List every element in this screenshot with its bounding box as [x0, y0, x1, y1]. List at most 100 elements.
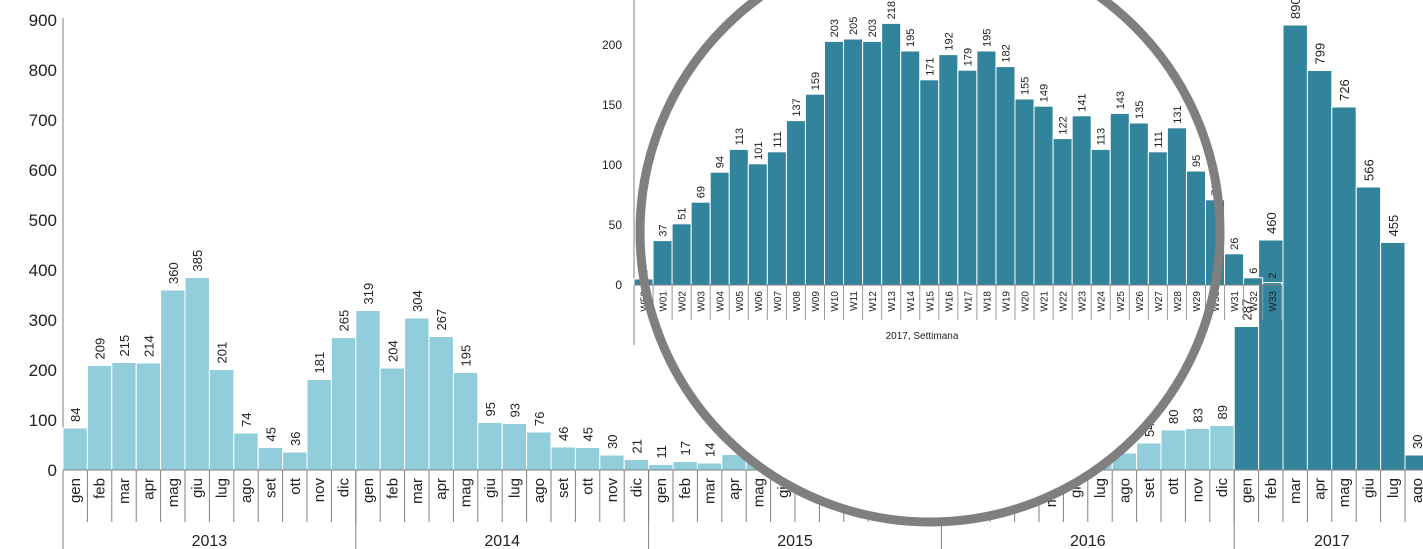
bar [1282, 24, 1308, 471]
inset-week-label: W13 [887, 291, 898, 312]
bar [574, 447, 601, 471]
bar [1306, 70, 1333, 471]
month-tick-label: mar [409, 478, 426, 504]
bar [1331, 106, 1357, 471]
inset-bar [709, 171, 730, 286]
data-label: 455 [1386, 215, 1401, 237]
bar [648, 464, 674, 471]
data-label: 46 [556, 427, 571, 441]
month-tick-label: giu [482, 478, 499, 498]
inset-data-label: 182 [1000, 44, 1012, 62]
inset-bar [824, 40, 845, 286]
month-tick-label: nov [311, 478, 328, 503]
data-label: 460 [1264, 212, 1279, 234]
month-tick-label: ago [238, 478, 255, 503]
inset-bar [1109, 112, 1130, 286]
inset-week-label: W14 [906, 291, 917, 312]
bar [330, 337, 357, 471]
bar [526, 431, 552, 471]
month-tick-label: set [262, 477, 279, 498]
inset-week-label: W15 [925, 291, 936, 312]
inset-week-label: W11 [849, 291, 860, 311]
month-tick-label: feb [677, 478, 694, 499]
inset-y-tick-label: 200 [602, 38, 622, 52]
inset-week-label: W01 [659, 291, 670, 312]
month-tick-label: dic [628, 478, 645, 498]
month-tick-label: feb [384, 478, 401, 499]
data-label: 566 [1361, 159, 1376, 181]
data-label: 181 [312, 352, 327, 374]
inset-data-label: 218 [886, 1, 898, 19]
inset-data-label: 122 [1058, 116, 1070, 134]
inset-week-label: W06 [754, 291, 765, 312]
data-label: 45 [263, 427, 278, 441]
month-tick-label: ott [287, 477, 304, 495]
bar [501, 423, 528, 471]
inset-week-label: W02 [678, 291, 689, 312]
inset-week-label: W07 [773, 291, 784, 312]
bar [160, 289, 186, 471]
month-tick-label: apr [726, 478, 743, 500]
data-label: 89 [1215, 405, 1230, 419]
month-tick-label: giu [1360, 478, 1377, 498]
inset-bar [957, 69, 978, 286]
month-tick-label: ago [1116, 478, 1133, 503]
bar [550, 446, 576, 471]
bar [1233, 326, 1260, 471]
inset-week-label: W19 [1001, 291, 1012, 312]
inset-data-label: 51 [677, 208, 689, 220]
inset-bar [862, 40, 883, 286]
inset-bar [1090, 148, 1111, 286]
bar [62, 427, 88, 471]
bar [135, 362, 162, 471]
inset-week-label: W09 [811, 291, 822, 312]
inset-week-label: W26 [1135, 291, 1146, 312]
data-label: 204 [385, 340, 400, 362]
y-tick-label: 900 [29, 11, 57, 30]
data-label: 319 [361, 283, 376, 305]
month-tick-label: lug [1092, 478, 1109, 498]
year-label: 2013 [192, 533, 228, 549]
y-tick-label: 300 [29, 311, 57, 330]
bar [1209, 425, 1235, 471]
data-label: 17 [678, 441, 693, 455]
inset-bar [804, 93, 826, 286]
inset-bar [785, 120, 806, 286]
inset-bar [1166, 127, 1187, 286]
inset-bar [1071, 115, 1092, 286]
month-tick-label: ott [1165, 477, 1182, 495]
inset-week-label: W21 [1040, 291, 1051, 312]
data-label: 201 [215, 342, 230, 364]
bar [672, 461, 698, 471]
inset-bar [938, 54, 959, 286]
data-label: 30 [605, 435, 620, 449]
data-label: 385 [190, 250, 205, 272]
bar [1380, 242, 1406, 471]
inset-data-label: 155 [1020, 77, 1032, 95]
inset-data-label: 141 [1077, 93, 1089, 111]
bar [208, 369, 235, 471]
inset-y-tick-label: 0 [615, 278, 622, 292]
inset-week-label: W27 [1154, 291, 1165, 312]
inset-data-label: 37 [658, 224, 670, 236]
bar [1184, 428, 1211, 471]
inset-week-label: W08 [792, 291, 803, 312]
inset-y-tick-label: 50 [609, 218, 623, 232]
bar [452, 372, 479, 471]
inset-bar [671, 223, 692, 286]
inset-week-label: W10 [830, 291, 841, 312]
bar [1160, 429, 1186, 471]
month-tick-label: nov [1190, 478, 1207, 503]
inset-week-label: W12 [868, 291, 879, 312]
inset-data-label: 111 [772, 131, 784, 148]
inset-data-label: 94 [715, 156, 727, 168]
inset-data-label: 143 [1115, 91, 1127, 109]
inset-bar [843, 38, 864, 286]
month-tick-label: mag [1336, 478, 1353, 507]
inset-y-tick-label: 150 [602, 98, 622, 112]
data-label: 95 [483, 402, 498, 416]
bar [1136, 442, 1162, 471]
inset-week-label: W20 [1021, 291, 1032, 312]
y-tick-label: 600 [29, 161, 57, 180]
